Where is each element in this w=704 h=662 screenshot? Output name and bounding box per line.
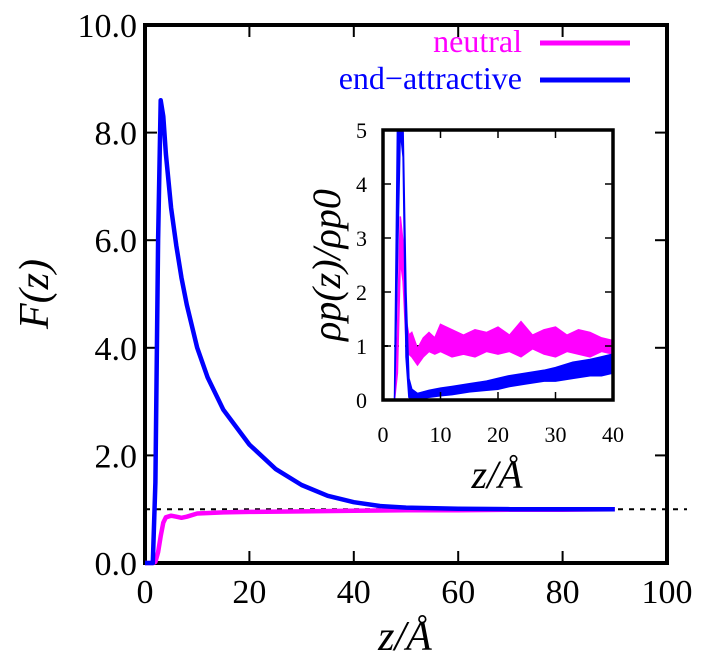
- main-x-tick-label: 100: [642, 574, 693, 611]
- legend-label-end-attractive: end−attractive: [339, 60, 522, 96]
- inset-y-axis-title: ρp(z)/ρp0: [304, 189, 349, 343]
- inset-plot-frame: [381, 128, 615, 402]
- legend-label-neutral: neutral: [433, 23, 522, 59]
- main-y-tick-label: 2.0: [95, 438, 138, 475]
- inset-y-tick-label: 4: [356, 172, 367, 197]
- main-x-axis-title: z/Å: [377, 614, 432, 660]
- main-y-tick-label: 10.0: [78, 8, 138, 45]
- inset-x-tick-label: 10: [430, 422, 452, 447]
- inset-x-tick-label: 40: [602, 422, 624, 447]
- main-y-axis-title: F(z): [12, 259, 58, 330]
- inset-x-tick-label: 0: [378, 422, 389, 447]
- main-x-tick-label: 60: [441, 574, 475, 611]
- inset-y-tick-label: 5: [356, 118, 367, 143]
- main-y-tick-label: 8.0: [95, 116, 138, 153]
- main-x-tick-label: 40: [337, 574, 371, 611]
- main-series-line-neutral: [145, 506, 615, 566]
- inset-y-tick-label: 1: [356, 334, 367, 359]
- inset-y-tick-label: 0: [356, 388, 367, 413]
- inset-x-axis-title: z/Å: [470, 452, 523, 497]
- main-x-tick-label: 20: [232, 574, 266, 611]
- main-series: [145, 98, 687, 566]
- main-plot-frame: [143, 23, 669, 565]
- inset-x-tick-label: 30: [545, 422, 567, 447]
- inset-y-tick-label: 2: [356, 280, 367, 305]
- main-y-tick-label: 4.0: [95, 331, 138, 368]
- inset-y-tick-label: 3: [356, 226, 367, 251]
- main-x-tick-label: 0: [137, 574, 154, 611]
- main-y-tick-label: 0.0: [95, 546, 138, 583]
- main-series-line-end-attractive: [145, 98, 615, 566]
- main-y-tick-label: 6.0: [95, 223, 138, 260]
- inset-x-tick-label: 20: [487, 422, 509, 447]
- legend: neutral end−attractive: [339, 23, 630, 96]
- inset-tick-labels: 0 10 20 30 40 0 1 2 3 4 5: [356, 118, 624, 447]
- main-x-tick-label: 80: [546, 574, 580, 611]
